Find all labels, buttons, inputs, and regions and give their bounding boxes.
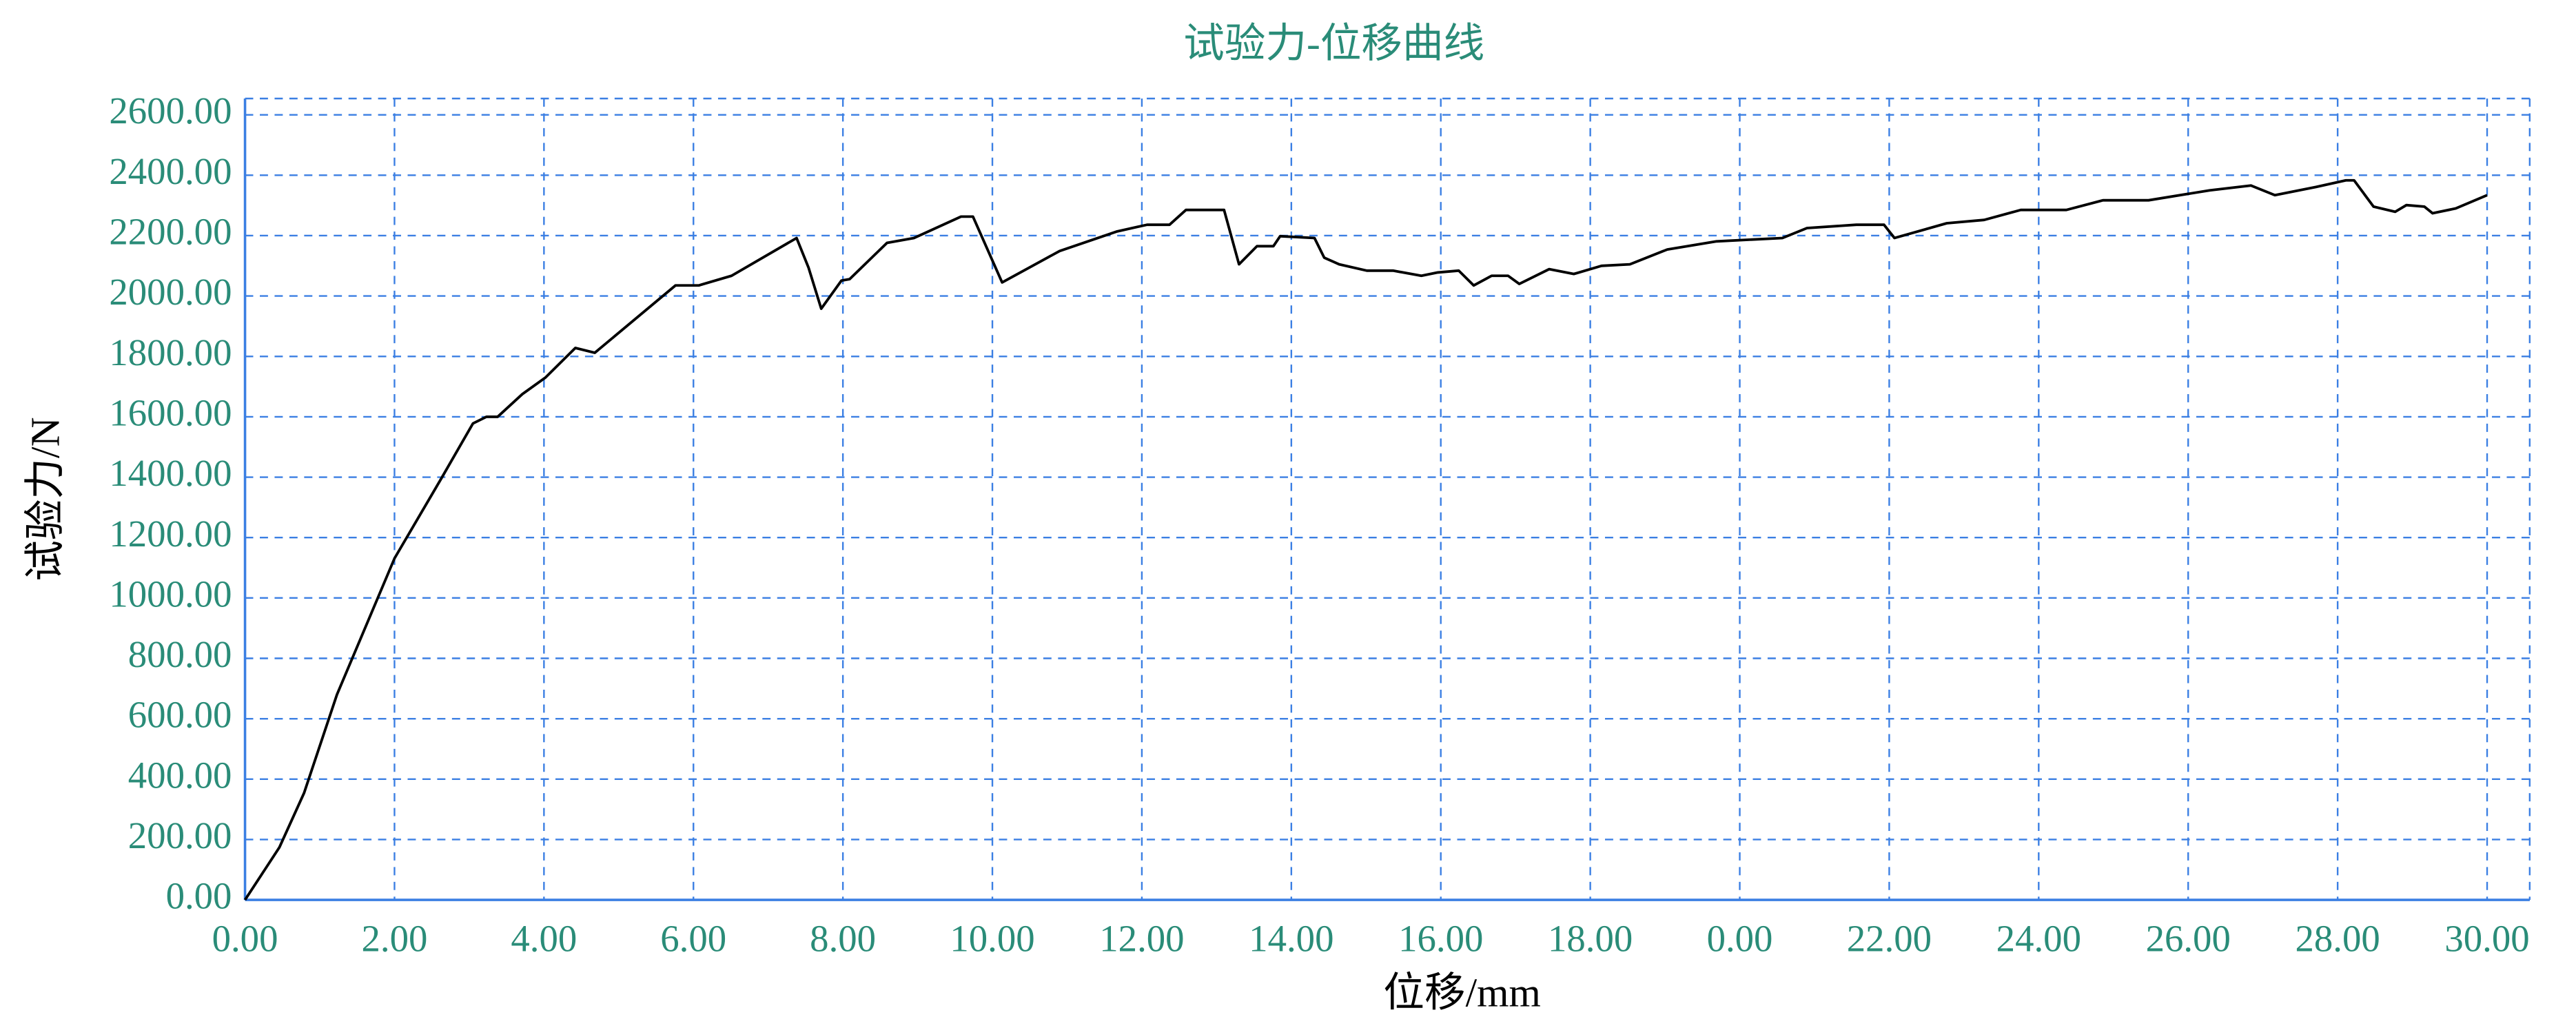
x-tick-label: 22.00 [1847,918,1932,960]
x-tick-label: 10.00 [950,918,1034,960]
x-axis-label: 位移/mm [1383,969,1540,1015]
data-line [243,178,2488,901]
x-tick-label: 28.00 [2295,918,2380,960]
y-tick-label: 2200.00 [109,211,232,253]
y-tick-label: 1400.00 [109,452,232,494]
x-tick-label: 26.00 [2146,918,2231,960]
y-tick-label: 2600.00 [109,90,232,132]
y-tick-label: 0.00 [166,875,232,917]
y-tick-label: 1000.00 [109,573,232,615]
y-axis-label: 试验力/N [23,417,68,581]
x-tick-label: 18.00 [1548,918,1633,960]
y-tick-label: 600.00 [128,694,232,736]
x-tick-label: 14.00 [1249,918,1333,960]
x-tick-label: 24.00 [1996,918,2081,960]
y-tick-label: 200.00 [128,814,232,856]
x-tick-label: 6.00 [660,918,726,960]
x-tick-label: 0.00 [1707,918,1773,960]
x-tick-label: 2.00 [361,918,427,960]
chart-title: 试验力-位移曲线 [1183,21,1484,66]
x-tick-label: 12.00 [1099,918,1184,960]
x-tick-label: 0.00 [212,918,278,960]
y-tick-label: 1200.00 [109,513,232,555]
x-tick-label: 16.00 [1398,918,1483,960]
y-tick-label: 2000.00 [109,271,232,313]
y-tick-label: 800.00 [128,633,232,675]
y-tick-label: 2400.00 [109,150,232,192]
y-tick-label: 400.00 [128,754,232,796]
x-tick-label: 30.00 [2444,918,2529,960]
y-tick-label: 1600.00 [109,391,232,433]
x-tick-label: 4.00 [511,918,577,960]
x-tick-label: 8.00 [810,918,876,960]
y-tick-label: 1800.00 [109,331,232,373]
